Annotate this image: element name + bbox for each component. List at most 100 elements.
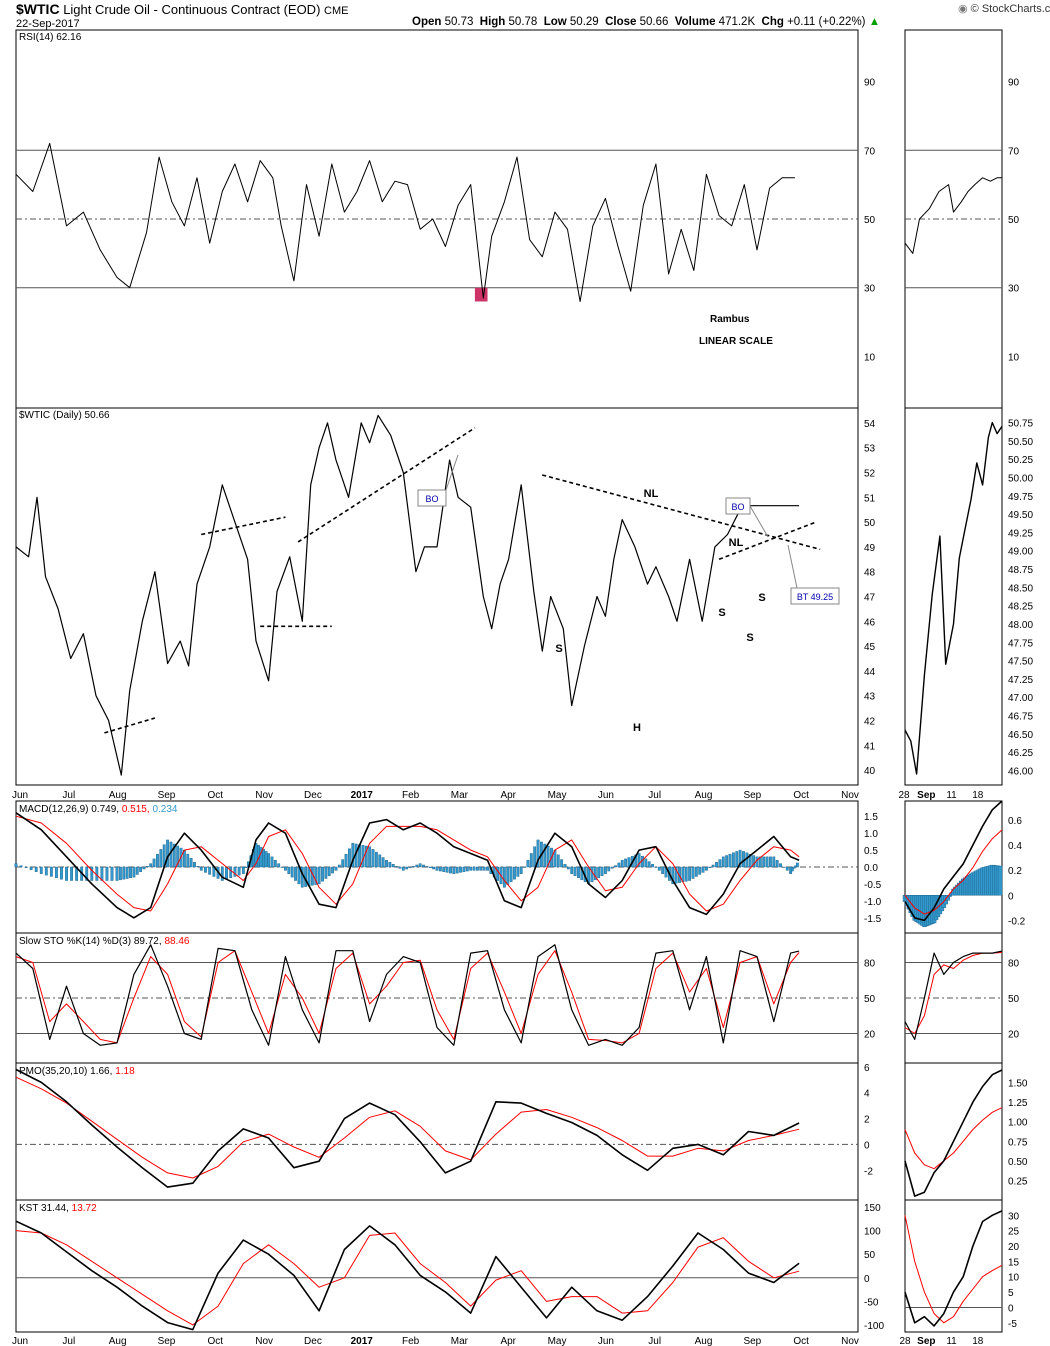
macd-histogram-bar bbox=[725, 855, 729, 868]
bottom-x-tick-label-7: 2017 bbox=[351, 1336, 374, 1346]
chg-label: Chg bbox=[761, 16, 784, 28]
trendline-oct bbox=[201, 516, 286, 536]
pmo-y-tick-label-3: 0 bbox=[864, 1140, 870, 1151]
macd-histogram-bar bbox=[225, 866, 228, 880]
inset-2-y-tick-label-3: 0 bbox=[1008, 891, 1014, 902]
high-value: 50.78 bbox=[508, 16, 538, 28]
bottom-x-tick-label-5: Nov bbox=[255, 1336, 273, 1346]
inset-5-y-tick-label-2: 20 bbox=[1008, 1242, 1020, 1253]
kst-value: 31.44, bbox=[41, 1203, 72, 1214]
low-label: Low bbox=[543, 16, 567, 28]
price-x-tick-label-17: Nov bbox=[841, 790, 859, 801]
rsi-y-tick-label-1: 70 bbox=[864, 146, 876, 157]
macd-histogram-bar bbox=[55, 866, 58, 879]
macd-histogram-bar bbox=[270, 856, 274, 868]
macd-histogram-bar bbox=[204, 866, 207, 873]
macd-histogram-bar bbox=[110, 866, 114, 881]
bottom-x-tick-label-11: May bbox=[548, 1336, 567, 1346]
inset-1-y-tick-label-3: 50.00 bbox=[1008, 474, 1033, 485]
inset-1-y-tick-label-1: 50.50 bbox=[1008, 437, 1033, 448]
chart-date: 22-Sep-2017 bbox=[16, 18, 80, 30]
price-x-tick-label-3: Sep bbox=[158, 790, 176, 801]
macd-histogram-bar bbox=[176, 845, 180, 868]
macd-histogram-bar bbox=[721, 856, 725, 868]
sto-k-line bbox=[15, 944, 800, 1046]
macd-histogram-bar bbox=[24, 866, 28, 868]
inset-1-y-tick-label-11: 48.00 bbox=[1008, 620, 1033, 631]
bottom-x-tick-label-6: Dec bbox=[304, 1336, 322, 1346]
label-left-shoulder: S bbox=[555, 643, 562, 655]
callout-bo-mar-label: BO bbox=[425, 494, 438, 504]
rsi-y-tick-label-0: 90 bbox=[864, 78, 876, 89]
macd-histogram-bar bbox=[327, 866, 331, 877]
kst-panel-frame bbox=[15, 1199, 859, 1333]
macd-histogram-bar bbox=[391, 864, 395, 868]
macd-histogram-bar bbox=[199, 866, 203, 871]
label-right-shoulder: S bbox=[746, 632, 753, 644]
inset-1-y-tick-label-14: 47.25 bbox=[1008, 675, 1033, 686]
macd-histogram-bar bbox=[617, 862, 621, 868]
sto-d-value: 88.46 bbox=[164, 936, 189, 947]
macd-histogram-bar bbox=[364, 845, 368, 868]
macd-histogram-bar bbox=[661, 866, 665, 874]
inset-kst-line bbox=[904, 1210, 1003, 1327]
price-x-tick-label-0: Jun bbox=[12, 790, 28, 801]
macd-histogram-bar bbox=[614, 865, 617, 868]
macd-histogram-bar bbox=[388, 862, 392, 868]
macd-histogram-bar bbox=[486, 866, 489, 871]
volume-label: Volume bbox=[674, 16, 716, 28]
inset-4-y-tick-label-0: 1.50 bbox=[1008, 1079, 1028, 1090]
macd-histogram-bar bbox=[208, 866, 212, 875]
price-x-tick-label-5: Nov bbox=[255, 790, 273, 801]
inset-1-y-tick-label-7: 49.00 bbox=[1008, 547, 1033, 558]
price-x-tick-label-13: Jul bbox=[648, 790, 661, 801]
macd-histogram-bar bbox=[688, 866, 692, 881]
inset-x-tick-label-0: 28 bbox=[898, 790, 910, 801]
macd-histogram-bar bbox=[381, 857, 385, 868]
bottom-x-tick-label-13: Jul bbox=[648, 1336, 661, 1346]
macd-histogram-bar bbox=[401, 866, 405, 871]
inset-bottom-x-tick-label-1: Sep bbox=[917, 1336, 935, 1346]
macd-histogram-bar bbox=[711, 864, 715, 868]
macd-histogram-bar bbox=[139, 866, 143, 872]
neckline-main bbox=[542, 474, 821, 551]
macd-histogram-bar bbox=[145, 866, 149, 868]
trendline-dec-mar bbox=[297, 427, 476, 543]
macd-histogram-bar bbox=[395, 866, 398, 868]
inset-1-y-tick-label-19: 46.00 bbox=[1008, 766, 1033, 777]
macd-histogram-bar bbox=[476, 866, 479, 871]
macd-histogram-bar bbox=[435, 866, 439, 871]
macd-histogram-bar bbox=[244, 866, 248, 868]
macd-histogram-bar bbox=[341, 859, 345, 868]
inset-2-y-tick-label-0: 0.6 bbox=[1008, 816, 1022, 827]
macd-histogram-bar bbox=[119, 866, 122, 881]
macd-signal-value: 0.515, bbox=[122, 804, 153, 815]
pmo-title: PMO(35,20,10) 1.66, 1.18 bbox=[19, 1066, 135, 1077]
macd-histogram-bar bbox=[691, 866, 695, 879]
macd-histogram-bar bbox=[90, 866, 94, 881]
macd-histogram-bar bbox=[65, 866, 68, 881]
macd-histogram-bar bbox=[432, 866, 436, 870]
inset-x-tick-label-2: 11 bbox=[946, 790, 957, 801]
inset-5-y-tick-label-7: -5 bbox=[1008, 1319, 1017, 1330]
inset-bottom-x-tick-label-3: 18 bbox=[972, 1336, 984, 1346]
price-y-tick-label-6: 48 bbox=[864, 568, 876, 579]
macd-y-tick-label-3: 0.0 bbox=[864, 863, 878, 874]
macd-histogram-bar bbox=[597, 866, 601, 879]
macd-histogram-bar bbox=[408, 866, 412, 868]
macd-histogram-bar bbox=[85, 866, 89, 881]
macd-histogram-bar bbox=[762, 856, 766, 868]
macd-histogram-bar bbox=[506, 866, 510, 885]
macd-histogram-bar bbox=[513, 866, 516, 880]
close-label: Close bbox=[605, 16, 637, 28]
price-x-tick-label-15: Sep bbox=[743, 790, 761, 801]
neckline-inner bbox=[718, 521, 817, 561]
macd-histogram-bar bbox=[284, 866, 287, 871]
macd-histogram-bar bbox=[795, 862, 799, 868]
inset-macd-signal-line bbox=[904, 829, 1003, 915]
macd-histogram-bar bbox=[122, 866, 126, 880]
macd-histogram-bar bbox=[728, 853, 732, 868]
inset-rsi-line bbox=[904, 177, 1002, 254]
open-value: 50.73 bbox=[444, 16, 474, 28]
macd-histogram-bar bbox=[287, 866, 291, 874]
